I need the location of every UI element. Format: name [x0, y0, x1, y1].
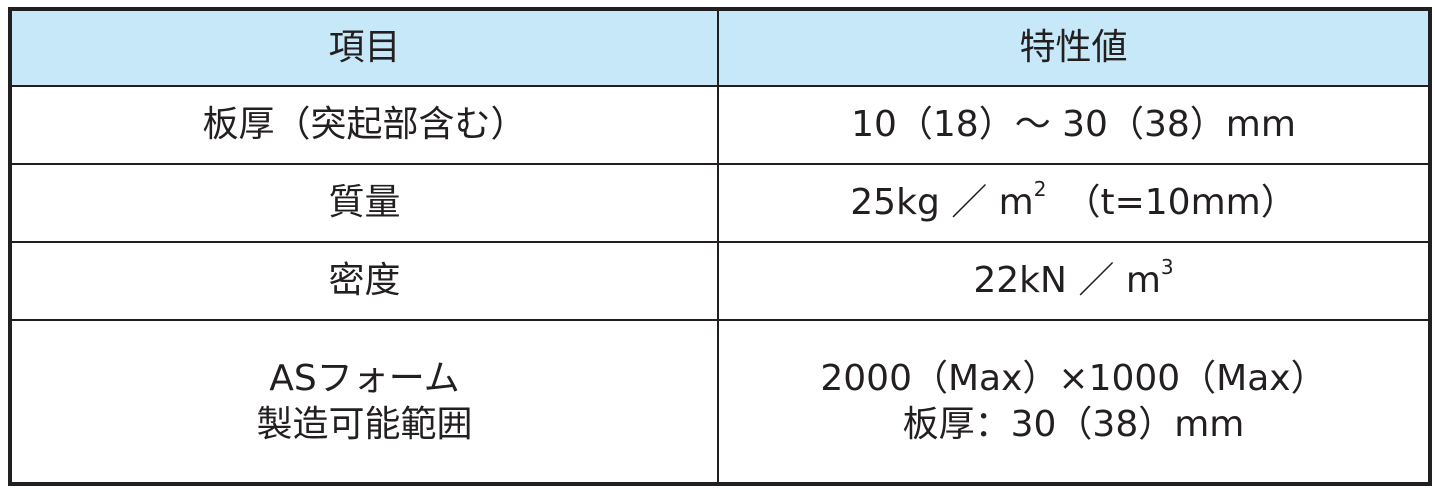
value-line: 2000（Max）×1000（Max）	[820, 357, 1327, 399]
item-line: ASフォーム	[269, 357, 460, 399]
cell-item: 板厚（突起部含む）	[9, 85, 719, 165]
cell-item: 質量	[9, 163, 719, 243]
header-row: 項目 特性値	[9, 8, 1431, 87]
value-main: 22kN ／ m	[973, 260, 1161, 301]
table-row: 質量 25kg ／ m2 （t=10mm）	[9, 163, 1431, 243]
header-value: 特性値	[717, 8, 1431, 87]
item-line: 製造可能範囲	[256, 403, 473, 445]
cell-item: 密度	[9, 241, 719, 321]
cell-value: 2000（Max）×1000（Max） 板厚：30（38）mm	[717, 319, 1431, 485]
table-row: 密度 22kN ／ m3	[9, 241, 1431, 321]
value-superscript: 2	[1033, 177, 1047, 201]
cell-value: 10（18）～ 30（38）mm	[717, 85, 1431, 165]
value-superscript: 3	[1160, 255, 1174, 279]
cell-value: 25kg ／ m2 （t=10mm）	[717, 163, 1431, 243]
value-tail: （t=10mm）	[1046, 182, 1297, 223]
table-row: 板厚（突起部含む） 10（18）～ 30（38）mm	[9, 85, 1431, 165]
value-line: 板厚：30（38）mm	[902, 403, 1245, 445]
cell-item: ASフォーム 製造可能範囲	[9, 319, 719, 485]
table-row: ASフォーム 製造可能範囲 2000（Max）×1000（Max） 板厚：30（…	[9, 319, 1431, 485]
header-item: 項目	[9, 8, 719, 87]
cell-value: 22kN ／ m3	[717, 241, 1431, 321]
value-main: 25kg ／ m	[850, 182, 1034, 223]
spec-table: 項目 特性値 板厚（突起部含む） 10（18）～ 30（38）mm 質量 25k…	[8, 7, 1432, 486]
